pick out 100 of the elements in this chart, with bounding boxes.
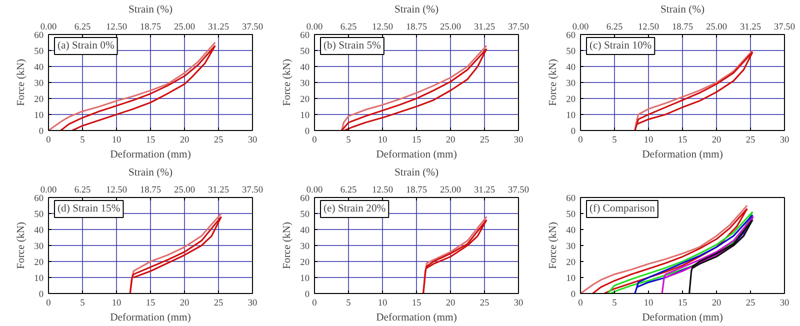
x2-tick-label: 18.75 [406, 22, 428, 32]
x-axis-title: Deformation (mm) [642, 150, 724, 160]
y-tick-label: 10 [34, 111, 44, 121]
x-tick-label: 25 [746, 298, 756, 308]
x-tick-label: 5 [346, 298, 352, 308]
y-tick-label: 0 [570, 290, 576, 300]
y-axis-title: Force (kN) [548, 58, 560, 106]
y-tick-label: 0 [38, 127, 44, 137]
x2-tick-label: 25.00 [440, 186, 462, 196]
y-tick-label: 60 [34, 194, 44, 204]
x2-tick-label: 31.25 [208, 186, 230, 196]
x2-tick-label: 12.50 [106, 186, 128, 196]
x-tick-label: 5 [80, 298, 86, 308]
x-tick-label: 5 [346, 136, 352, 146]
x-axis-title: Deformation (mm) [376, 312, 458, 324]
x-axis-title: Deformation (mm) [642, 312, 724, 324]
x2-tick-label: 31.25 [474, 186, 496, 196]
x2-tick-label: 37.50 [774, 22, 796, 32]
x2-tick-label: 25.00 [174, 22, 196, 32]
x-tick-label: 20 [712, 136, 722, 146]
text: (e) Strain 20% [324, 204, 386, 214]
y-tick-label: 40 [566, 226, 576, 236]
y-axis-title: Force (kN) [282, 222, 294, 270]
y-axis-title: Force (kN) [548, 222, 560, 270]
y-tick-label: 20 [300, 258, 310, 268]
x-tick-label: 5 [612, 136, 618, 146]
y-tick-label: 50 [300, 210, 310, 220]
x-tick-label: 15 [678, 136, 688, 146]
x2-axis-title: Strain (%) [394, 168, 439, 178]
x2-tick-label: 12.50 [372, 186, 394, 196]
x2-tick-label: 37.50 [508, 22, 530, 32]
x-axis-title: Deformation (mm) [110, 150, 192, 160]
x-tick-label: 10 [112, 136, 122, 146]
text: (a) Strain 0% [58, 40, 114, 52]
y-tick-label: 30 [300, 242, 310, 252]
x2-tick-label: 25.00 [706, 22, 728, 32]
x2-tick-label: 18.75 [140, 22, 162, 32]
y-tick-label: 30 [300, 79, 310, 89]
x2-tick-label: 18.75 [672, 22, 694, 32]
x2-tick-label: 31.25 [740, 22, 762, 32]
x2-tick-label: 6.25 [340, 186, 357, 196]
x2-tick-label: 25.00 [174, 186, 196, 196]
x2-tick-label: 0.00 [306, 22, 323, 32]
y-tick-label: 40 [34, 63, 44, 73]
y-tick-label: 30 [566, 79, 576, 89]
x-tick-label: 30 [248, 136, 258, 146]
y-tick-label: 20 [566, 95, 576, 105]
text: (d) Strain 15% [58, 204, 120, 214]
x-tick-label: 15 [146, 298, 156, 308]
x-tick-label: 30 [514, 136, 524, 146]
y-tick-label: 60 [566, 194, 576, 204]
x-tick-label: 10 [644, 136, 654, 146]
x-axis-title: Deformation (mm) [110, 312, 192, 324]
text: (b) Strain 5% [324, 40, 382, 52]
y-tick-label: 20 [566, 258, 576, 268]
x2-tick-label: 18.75 [140, 186, 162, 196]
y-tick-label: 50 [566, 210, 576, 220]
y-tick-label: 0 [304, 127, 310, 137]
y-tick-label: 50 [34, 210, 44, 220]
x2-tick-label: 12.50 [106, 22, 128, 32]
x-tick-label: 0 [46, 136, 52, 146]
x-tick-label: 10 [112, 298, 122, 308]
y-tick-label: 50 [566, 47, 576, 57]
x-tick-label: 10 [378, 136, 388, 146]
x-tick-label: 15 [412, 298, 422, 308]
x-tick-label: 0 [46, 298, 52, 308]
x-tick-label: 20 [446, 136, 456, 146]
x-tick-label: 25 [214, 136, 224, 146]
x-tick-label: 10 [644, 298, 654, 308]
y-tick-label: 0 [38, 290, 44, 300]
x2-tick-label: 31.25 [474, 22, 496, 32]
x-axis-title: Deformation (mm) [376, 150, 458, 160]
x-tick-label: 15 [678, 298, 688, 308]
x-tick-label: 20 [446, 298, 456, 308]
x2-tick-label: 6.25 [74, 186, 91, 196]
x-tick-label: 20 [180, 298, 190, 308]
x-tick-label: 20 [712, 298, 722, 308]
x-tick-label: 0 [312, 298, 318, 308]
text: (c) Strain 10% [590, 40, 652, 52]
y-tick-label: 60 [34, 31, 44, 41]
text: (f) Comparison [590, 204, 656, 214]
y-tick-label: 10 [300, 111, 310, 121]
y-axis-title: Force (kN) [282, 58, 294, 106]
y-tick-label: 10 [300, 274, 310, 284]
x-tick-label: 5 [80, 136, 86, 146]
x2-tick-label: 0.00 [572, 22, 589, 32]
x-tick-label: 30 [780, 136, 790, 146]
x2-tick-label: 25.00 [440, 22, 462, 32]
y-tick-label: 40 [34, 226, 44, 236]
x2-tick-label: 31.25 [208, 22, 230, 32]
x-tick-label: 0 [578, 298, 584, 308]
x2-axis-title: Strain (%) [394, 4, 439, 16]
y-tick-label: 30 [34, 79, 44, 89]
x-tick-label: 25 [480, 136, 490, 146]
y-axis-title: Force (kN) [16, 222, 28, 270]
x2-tick-label: 12.50 [372, 22, 394, 32]
x2-axis-title: Strain (%) [660, 4, 705, 16]
y-tick-label: 30 [566, 242, 576, 252]
y-tick-label: 0 [304, 290, 310, 300]
x2-tick-label: 37.50 [508, 186, 530, 196]
